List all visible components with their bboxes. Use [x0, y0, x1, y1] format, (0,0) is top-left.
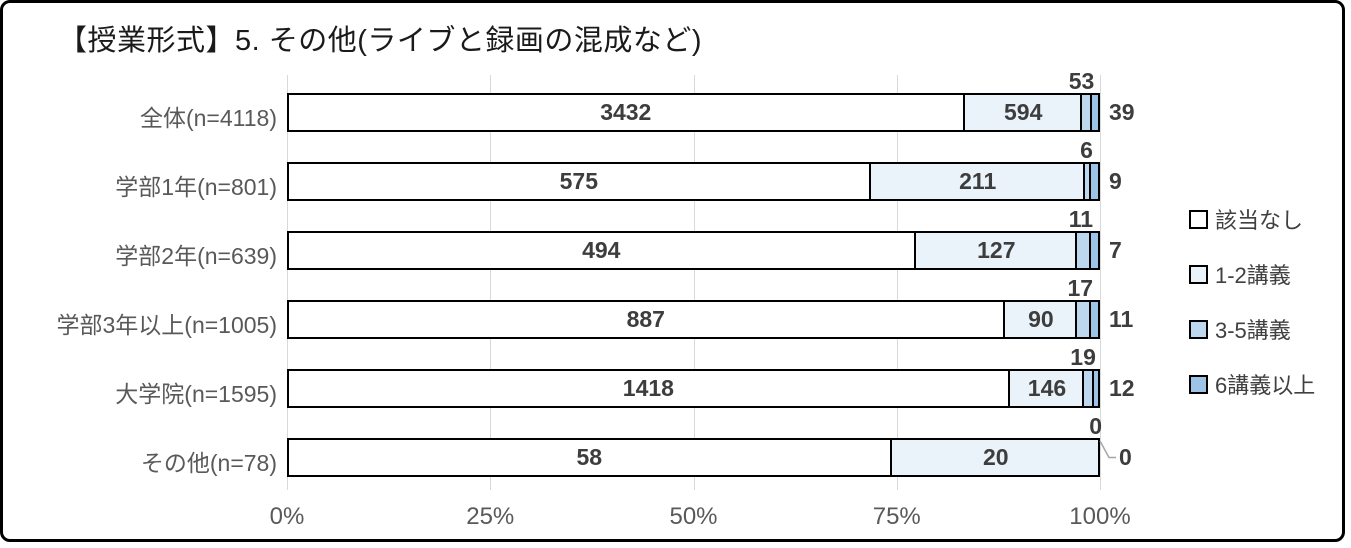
- bar-segment: [870, 162, 1085, 201]
- value-label: 11: [1068, 206, 1094, 232]
- bar-segment: [915, 231, 1078, 270]
- value-label: 127: [977, 237, 1016, 263]
- value-label: 3432: [600, 99, 652, 125]
- value-label: 20: [982, 444, 1009, 470]
- bar-segment: [287, 438, 892, 477]
- legend-swatch-icon: [1189, 209, 1208, 229]
- gridline: [287, 75, 288, 490]
- legend-label: 該当なし: [1215, 208, 1304, 233]
- legend-swatch-icon: [1189, 374, 1208, 394]
- legend-swatch-icon: [1189, 319, 1208, 339]
- bar-segment: [1009, 369, 1085, 408]
- value-label: 17: [1067, 275, 1094, 301]
- bar-segment: [1081, 93, 1093, 132]
- axis-tick-label: 100%: [1069, 503, 1131, 530]
- bar-segment: [1084, 162, 1091, 201]
- value-label: 9: [1109, 168, 1122, 194]
- gridline: [896, 75, 898, 490]
- value-label: 0: [1089, 413, 1102, 439]
- legend-item: 6講義以上: [1189, 368, 1315, 400]
- legend-item: 3-5講義: [1189, 313, 1291, 345]
- value-label: 11: [1109, 306, 1134, 332]
- value-label: 494: [582, 237, 621, 263]
- bar-segment: [287, 162, 871, 201]
- value-label: 58: [576, 444, 603, 470]
- value-label: 39: [1109, 99, 1135, 125]
- chart-title: 【授業形式】5. その他(ライブと録画の混成など): [58, 25, 703, 57]
- value-label: 146: [1027, 375, 1067, 401]
- value-label: 0: [1119, 444, 1132, 470]
- category-label: 学部2年(n=639): [115, 242, 277, 269]
- value-label: 7: [1109, 237, 1122, 263]
- value-label: 211: [959, 168, 997, 194]
- plot-area: 0% 25% 50% 75% 100% 全体(n=4118) 3432 594 53 39 学部1年…: [3, 3, 1342, 539]
- bar-segment: [964, 93, 1082, 132]
- value-label: 53: [1068, 68, 1095, 94]
- bar-segment: [1084, 369, 1094, 408]
- axis-tick-label: 75%: [872, 503, 921, 530]
- gridline: [490, 75, 492, 490]
- value-label: 12: [1109, 375, 1135, 401]
- legend-label: 6講義以上: [1215, 373, 1316, 398]
- axis-tick-label: 25%: [466, 503, 515, 530]
- category-label: 全体(n=4118): [139, 104, 277, 131]
- axis-tick-label: 50%: [669, 503, 718, 530]
- bar-segment: [891, 438, 1100, 477]
- legend-item: 1-2講義: [1189, 258, 1291, 290]
- bar-segment: [287, 231, 916, 270]
- legend-swatch-icon: [1189, 264, 1208, 284]
- gridline: [693, 75, 695, 490]
- legend-label: 3-5講義: [1215, 318, 1291, 343]
- category-label: 学部1年(n=801): [115, 173, 277, 200]
- bar-segment: [1091, 300, 1100, 339]
- bar-segment: [1090, 162, 1100, 201]
- bar-segment: [287, 300, 1005, 339]
- legend-item: 該当なし: [1189, 203, 1303, 235]
- category-label: 学部3年以上(n=1005): [56, 311, 278, 338]
- value-label: 887: [626, 306, 665, 332]
- bar-segment: [1091, 231, 1100, 270]
- legend-label: 1-2講義: [1215, 263, 1291, 288]
- bar-segment: [287, 93, 965, 132]
- bar-segment: [287, 369, 1010, 408]
- bar-segment: [1077, 300, 1092, 339]
- bar-segment: [1092, 93, 1100, 132]
- value-label: 90: [1028, 306, 1054, 332]
- value-label: 6: [1080, 137, 1093, 163]
- bar-segment: [1093, 369, 1100, 408]
- gridline: [1100, 75, 1101, 490]
- bar-segment: [1077, 231, 1092, 270]
- value-label: 575: [559, 168, 598, 194]
- value-label: 594: [1004, 99, 1043, 125]
- value-label: 1418: [622, 375, 674, 401]
- value-label: 19: [1070, 344, 1096, 370]
- category-label: その他(n=78): [140, 449, 277, 476]
- bar-segment: [1004, 300, 1078, 339]
- axis-tick-label: 0%: [269, 503, 305, 530]
- category-label: 大学院(n=1595): [115, 380, 277, 407]
